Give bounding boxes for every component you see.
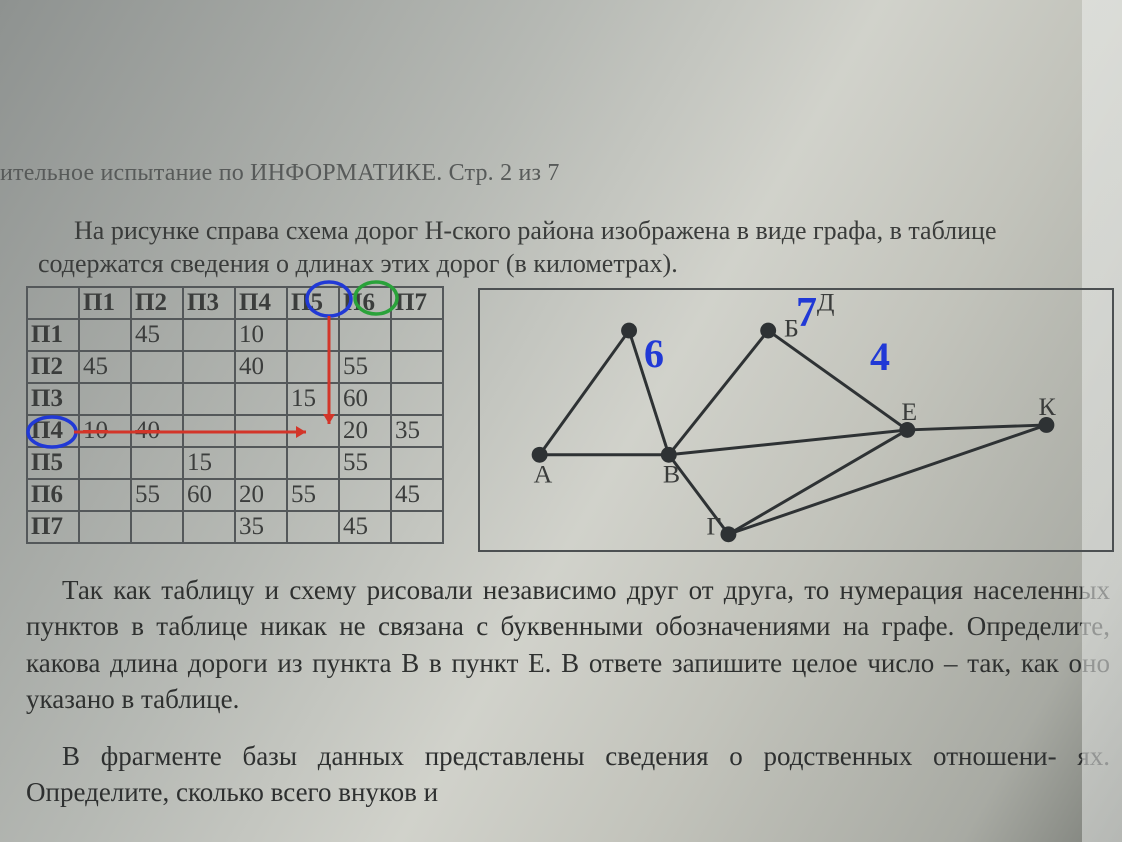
table-cell [183,511,235,543]
table-cell: 20 [235,479,287,511]
table-cell [79,511,131,543]
table-cell: 55 [131,479,183,511]
table-cell [131,447,183,479]
table-col-header: П6 [339,287,391,319]
table-cell: 60 [339,383,391,415]
table-cell [79,479,131,511]
table-cell: 55 [287,479,339,511]
road-graph-svg: А В БД Е Г К [480,290,1112,550]
table-cell [183,351,235,383]
table-row-header: П3 [27,383,79,415]
graph-edge [540,331,629,455]
table-cell [235,383,287,415]
graph-edge [669,331,768,455]
table-row: П65560205545 [27,479,443,511]
table-cell: 60 [183,479,235,511]
graph-node [621,323,637,339]
table-col-header: П3 [183,287,235,319]
table-and-graph-row: П1П2П3П4П5П6П7 П14510П2454055П31560П4104… [26,286,1114,552]
table-cell: 10 [235,319,287,351]
table-cell: 45 [339,511,391,543]
table-cell [183,319,235,351]
distance-table: П1П2П3П4П5П6П7 П14510П2454055П31560П4104… [26,286,444,544]
problem-paragraph-3: В фрагменте базы данных представлены све… [26,738,1110,811]
table-cell: 35 [235,511,287,543]
table-cell: 45 [79,351,131,383]
graph-node-label: Д [817,290,835,317]
road-graph-box: А В БД Е Г К [478,288,1114,552]
graph-edge [768,331,907,430]
graph-edge [629,331,669,455]
table-cell [131,351,183,383]
table-cell [79,447,131,479]
graph-node-label: А [534,460,553,489]
table-cell [287,351,339,383]
table-cell [391,351,443,383]
problem-paragraph-1: На рисунке справа схема дорог Н-ского ра… [38,215,1108,280]
table-row: П245 40 55 [27,351,443,383]
table-cell [131,511,183,543]
table-cell: 45 [131,319,183,351]
worksheet-page: ительное испытание по ИНФОРМАТИКЕ. Стр. … [0,0,1122,842]
graph-edge [907,425,1046,430]
table-row-header: П2 [27,351,79,383]
table-cell [235,415,287,447]
table-row: П41040 2035 [27,415,443,447]
table-row-header: П7 [27,511,79,543]
table-cell: 15 [183,447,235,479]
table-row: П7 35 45 [27,511,443,543]
table-cell: 40 [235,351,287,383]
page-running-header: ительное испытание по ИНФОРМАТИКЕ. Стр. … [0,160,1114,187]
table-cell [287,447,339,479]
table-col-header: П1 [79,287,131,319]
table-cell [79,319,131,351]
table-cell [391,447,443,479]
table-cell: 55 [339,351,391,383]
table-col-header: П7 [391,287,443,319]
graph-node-label: Г [707,511,722,540]
table-cell [391,319,443,351]
table-cell: 40 [131,415,183,447]
table-cell: 35 [391,415,443,447]
table-cell [79,383,131,415]
table-cell [391,383,443,415]
table-row: П3 1560 [27,383,443,415]
table-cell [287,415,339,447]
table-row-header: П6 [27,479,79,511]
table-col-header: П5 [287,287,339,319]
table-cell [391,511,443,543]
table-cell: 55 [339,447,391,479]
table-row-header: П5 [27,447,79,479]
table-cell [339,319,391,351]
graph-node-label: К [1038,392,1056,421]
graph-node [760,323,776,339]
table-cell [339,479,391,511]
table-row-header: П1 [27,319,79,351]
table-row-header: П4 [27,415,79,447]
table-corner-cell [27,287,79,319]
table-row: П5 15 55 [27,447,443,479]
table-col-header: П2 [131,287,183,319]
graph-node [720,526,736,542]
table-cell [183,383,235,415]
table-cell [287,511,339,543]
table-cell [183,415,235,447]
table-cell [235,447,287,479]
table-cell: 15 [287,383,339,415]
table-cell: 10 [79,415,131,447]
table-cell [131,383,183,415]
table-row: П1 45 10 [27,319,443,351]
table-cell: 45 [391,479,443,511]
graph-node-label: Б [784,314,799,343]
table-col-header: П4 [235,287,287,319]
problem-paragraph-2: Так как таблицу и схему рисовали независ… [26,572,1110,718]
graph-node-label: В [663,460,680,489]
table-header-row: П1П2П3П4П5П6П7 [27,287,443,319]
graph-node-label: Е [901,397,917,426]
table-cell [287,319,339,351]
table-cell: 20 [339,415,391,447]
